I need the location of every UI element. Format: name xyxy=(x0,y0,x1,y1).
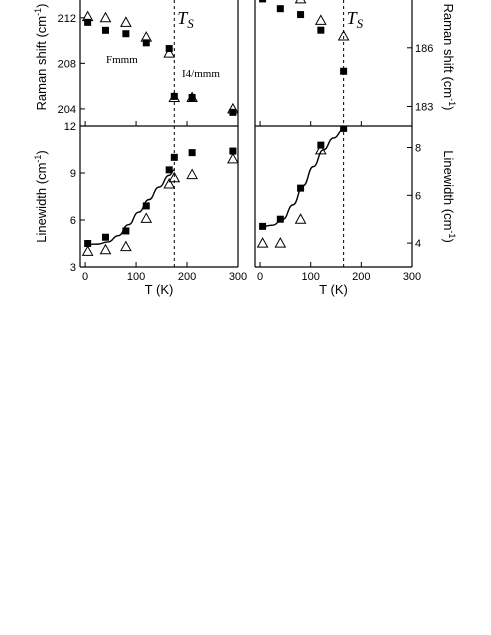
fit-curve xyxy=(87,169,175,245)
y-tick-label: 6 xyxy=(415,190,421,202)
y-tick-label: 4 xyxy=(415,238,421,250)
data-point-triangle xyxy=(99,243,112,255)
plot-area xyxy=(81,10,238,116)
data-point-triangle xyxy=(168,91,181,103)
data-point-square xyxy=(188,149,196,157)
data-point-triangle xyxy=(314,14,327,25)
phase-label-low: Fmmm xyxy=(106,54,138,66)
data-point-triangle xyxy=(256,237,269,248)
fit-curve xyxy=(262,128,344,228)
x-tick-label: 200 xyxy=(352,271,370,283)
x-tick-label: 100 xyxy=(127,271,145,283)
x-axis-title: T (K) xyxy=(145,282,174,297)
data-point-triangle xyxy=(294,0,307,4)
data-point-triangle xyxy=(227,102,238,114)
y-tick-label: 12 xyxy=(64,121,76,133)
y-tick-label: 212 xyxy=(58,13,76,25)
panel-bottom-left: 3 6 9 12 0 100 200 300 T (K) Linewidth (cm-1) xyxy=(33,121,247,297)
y-axis-title: Linewidth (cm-1) xyxy=(441,150,457,243)
y-axis-title: Linewidth (cm-1) xyxy=(33,150,49,243)
data-point-triangle xyxy=(81,10,94,22)
x-tick-label: 0 xyxy=(257,271,263,283)
x-tick-label: 300 xyxy=(229,271,247,283)
data-point-triangle xyxy=(140,212,153,223)
data-point-triangle xyxy=(186,168,198,180)
panel-bottom-right: 4 6 8 0 100 200 300 T (K) Linewidth (cm-1) xyxy=(254,126,457,297)
y-tick-label: 208 xyxy=(58,58,76,70)
data-point-square xyxy=(165,166,173,174)
data-point-triangle xyxy=(120,16,132,27)
data-point-square xyxy=(122,30,130,38)
data-point-square xyxy=(229,108,237,116)
data-point-triangle xyxy=(186,91,198,103)
data-point-square xyxy=(170,153,178,161)
y-tick-label: 186 xyxy=(415,43,433,55)
data-point-triangle xyxy=(163,177,176,189)
transition-label: TS xyxy=(177,8,194,31)
x-axis-title: T (K) xyxy=(319,282,348,297)
data-point-square xyxy=(229,147,237,155)
data-point-triangle xyxy=(294,213,307,224)
data-point-triangle xyxy=(163,47,176,58)
y-tick-label: 9 xyxy=(70,168,76,180)
y-tick-label: 183 xyxy=(415,101,433,113)
data-point-triangle xyxy=(227,152,238,164)
y-tick-label: 8 xyxy=(415,143,421,155)
data-point-triangle xyxy=(99,11,112,23)
data-point-triangle xyxy=(120,240,132,252)
data-point-square xyxy=(142,202,150,210)
data-point-square xyxy=(259,0,267,3)
data-point-square xyxy=(170,92,178,100)
data-point-square xyxy=(340,67,348,75)
data-point-triangle xyxy=(140,31,153,42)
data-point-square xyxy=(84,240,92,247)
y-tick-label: 3 xyxy=(70,262,76,274)
data-point-square xyxy=(276,5,284,13)
y-tick-label: 6 xyxy=(70,215,76,227)
plot-area xyxy=(259,0,350,75)
phase-label-high: I4/mmm xyxy=(182,68,220,80)
data-point-triangle xyxy=(81,245,94,256)
data-point-square xyxy=(101,233,109,241)
data-point-triangle xyxy=(337,30,350,41)
x-tick-label: 200 xyxy=(178,271,196,283)
y-tick-label: 204 xyxy=(58,104,76,116)
data-point-square xyxy=(317,26,325,34)
data-point-square xyxy=(84,18,92,26)
x-tick-label: 0 xyxy=(82,271,88,283)
plot-area xyxy=(256,126,348,248)
data-point-square xyxy=(297,11,305,19)
plot-area xyxy=(81,147,238,256)
panel-top-right: 183 186 Raman shift (cm-1) TS xyxy=(254,0,457,127)
x-tick-label: 300 xyxy=(403,271,421,283)
transition-label: TS xyxy=(347,8,364,31)
y-axis-title: Raman shift (cm-1) xyxy=(33,4,49,111)
data-point-square xyxy=(122,227,130,235)
x-tick-label: 100 xyxy=(302,271,320,283)
y-axis-title: Raman shift (cm-1) xyxy=(441,4,457,111)
data-point-square xyxy=(142,39,150,47)
data-point-triangle xyxy=(168,171,181,183)
panel-top-left: 204 208 212 Raman shift (cm-1) TS Fmmm I4/mmm xyxy=(33,0,239,127)
data-point-square xyxy=(188,94,196,102)
data-point-square xyxy=(101,26,109,34)
data-point-triangle xyxy=(274,237,287,248)
